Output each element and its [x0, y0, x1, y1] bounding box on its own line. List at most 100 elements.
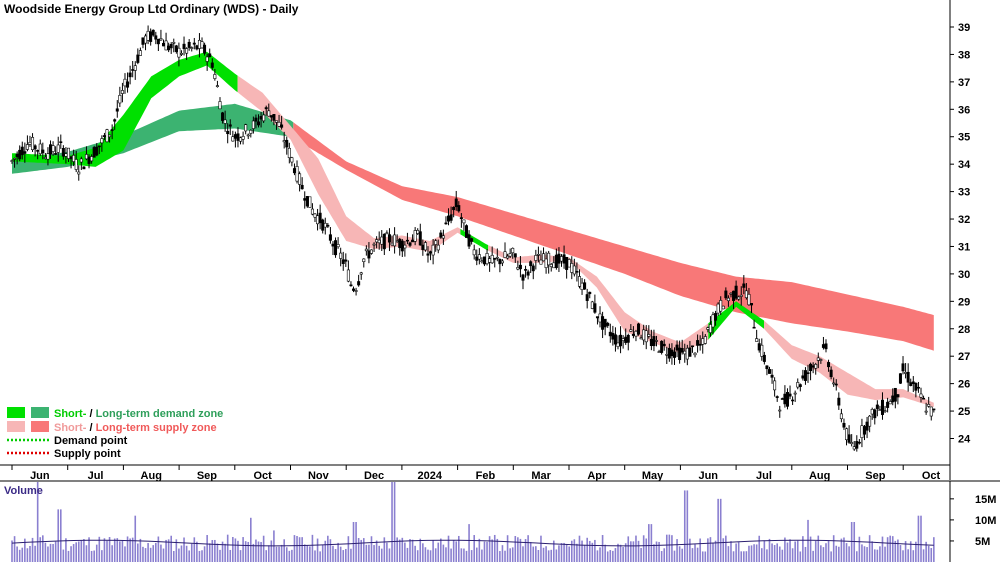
candle-body [783, 393, 787, 405]
volume-bar [157, 536, 160, 562]
volume-bar [178, 548, 180, 562]
volume-bar [237, 540, 239, 562]
date-tick-label: Feb [476, 470, 496, 482]
volume-bar [707, 538, 709, 562]
volume-bar [694, 544, 696, 562]
volume-bar [332, 545, 334, 562]
price-tick-label: 29 [958, 296, 970, 308]
candle-body [290, 157, 294, 163]
candle-body [670, 349, 674, 357]
short-term-zone-supply-segment-3 [488, 245, 709, 354]
candle-body [84, 154, 88, 160]
candle-body [174, 45, 178, 52]
chart-title: Woodside Energy Group Ltd Ordinary (WDS)… [4, 2, 299, 16]
volume-bar [70, 546, 72, 562]
candle-body [675, 344, 679, 351]
volume-bar [689, 538, 691, 562]
candle [190, 46, 194, 52]
candle-body [557, 253, 561, 264]
candle-body [172, 42, 176, 44]
volume-bar [840, 538, 843, 562]
candle-body [832, 382, 836, 385]
candle-body [729, 292, 733, 295]
volume-bar [211, 540, 214, 562]
candle-body [41, 149, 45, 154]
volume-bar [817, 535, 820, 562]
candle-body [328, 234, 332, 241]
date-tick-label: Mar [531, 470, 551, 482]
candle-body [54, 153, 58, 155]
volume-bar [113, 538, 116, 562]
volume-bar [275, 546, 278, 562]
candle [765, 365, 769, 376]
candle [215, 80, 219, 88]
candle-body [570, 263, 574, 273]
volume-bar [193, 537, 196, 562]
candle [629, 324, 633, 333]
candle-body [28, 141, 32, 145]
candle [834, 379, 838, 391]
volume-bar [247, 541, 250, 562]
price-tick-label: 24 [958, 434, 971, 446]
candle-body [493, 258, 497, 260]
candle-body [649, 338, 653, 346]
candle-body [631, 333, 635, 336]
candle-body [334, 240, 338, 256]
candle [678, 340, 682, 364]
candle-body [821, 344, 825, 348]
candle-body [310, 208, 314, 215]
volume-bar [542, 547, 545, 562]
candle [462, 219, 466, 231]
volume-bar [262, 535, 265, 562]
volume-bar [524, 539, 527, 562]
volume-bar [90, 550, 93, 562]
volume-bar [645, 538, 648, 562]
candle [352, 286, 356, 293]
volume-bar [529, 541, 532, 562]
candle-body [200, 41, 204, 49]
candle-body [485, 253, 489, 265]
candle [436, 239, 440, 254]
candle [187, 39, 191, 51]
volume-bar [558, 545, 560, 562]
candle [929, 406, 933, 421]
candle [719, 296, 723, 315]
candle-body [161, 42, 165, 47]
volume-bar [242, 537, 244, 562]
candle-body [259, 116, 263, 120]
candle [845, 427, 849, 446]
candle-body [354, 290, 358, 292]
candle-body [115, 108, 119, 112]
volume-bar [560, 543, 563, 562]
volume-bar [838, 546, 840, 562]
candle-body [577, 276, 581, 287]
candle-body [495, 256, 499, 259]
candle-body [855, 441, 859, 449]
candle [328, 227, 332, 244]
candle-body [179, 53, 183, 55]
candle-body [639, 337, 643, 340]
candle-body [572, 265, 576, 275]
candle-body [757, 343, 761, 351]
volume-bar [909, 541, 912, 562]
volume-bar [563, 542, 565, 562]
candle-body [182, 43, 186, 49]
volume-bar [763, 540, 766, 562]
volume-bar [786, 542, 789, 562]
candle [752, 319, 756, 329]
volume-bar [260, 542, 262, 562]
candle-body [203, 44, 207, 54]
volume-bar [427, 549, 429, 562]
volume-bar [904, 541, 907, 562]
volume-bar [329, 539, 332, 562]
volume-bar [309, 546, 311, 562]
candle [896, 394, 900, 405]
candle-body [893, 387, 897, 402]
volume-bar [75, 542, 77, 562]
candle-body [15, 153, 19, 158]
volume-bar [352, 522, 355, 562]
volume-bar [933, 537, 935, 562]
volume-bar [514, 536, 517, 562]
candle-body [464, 225, 468, 238]
